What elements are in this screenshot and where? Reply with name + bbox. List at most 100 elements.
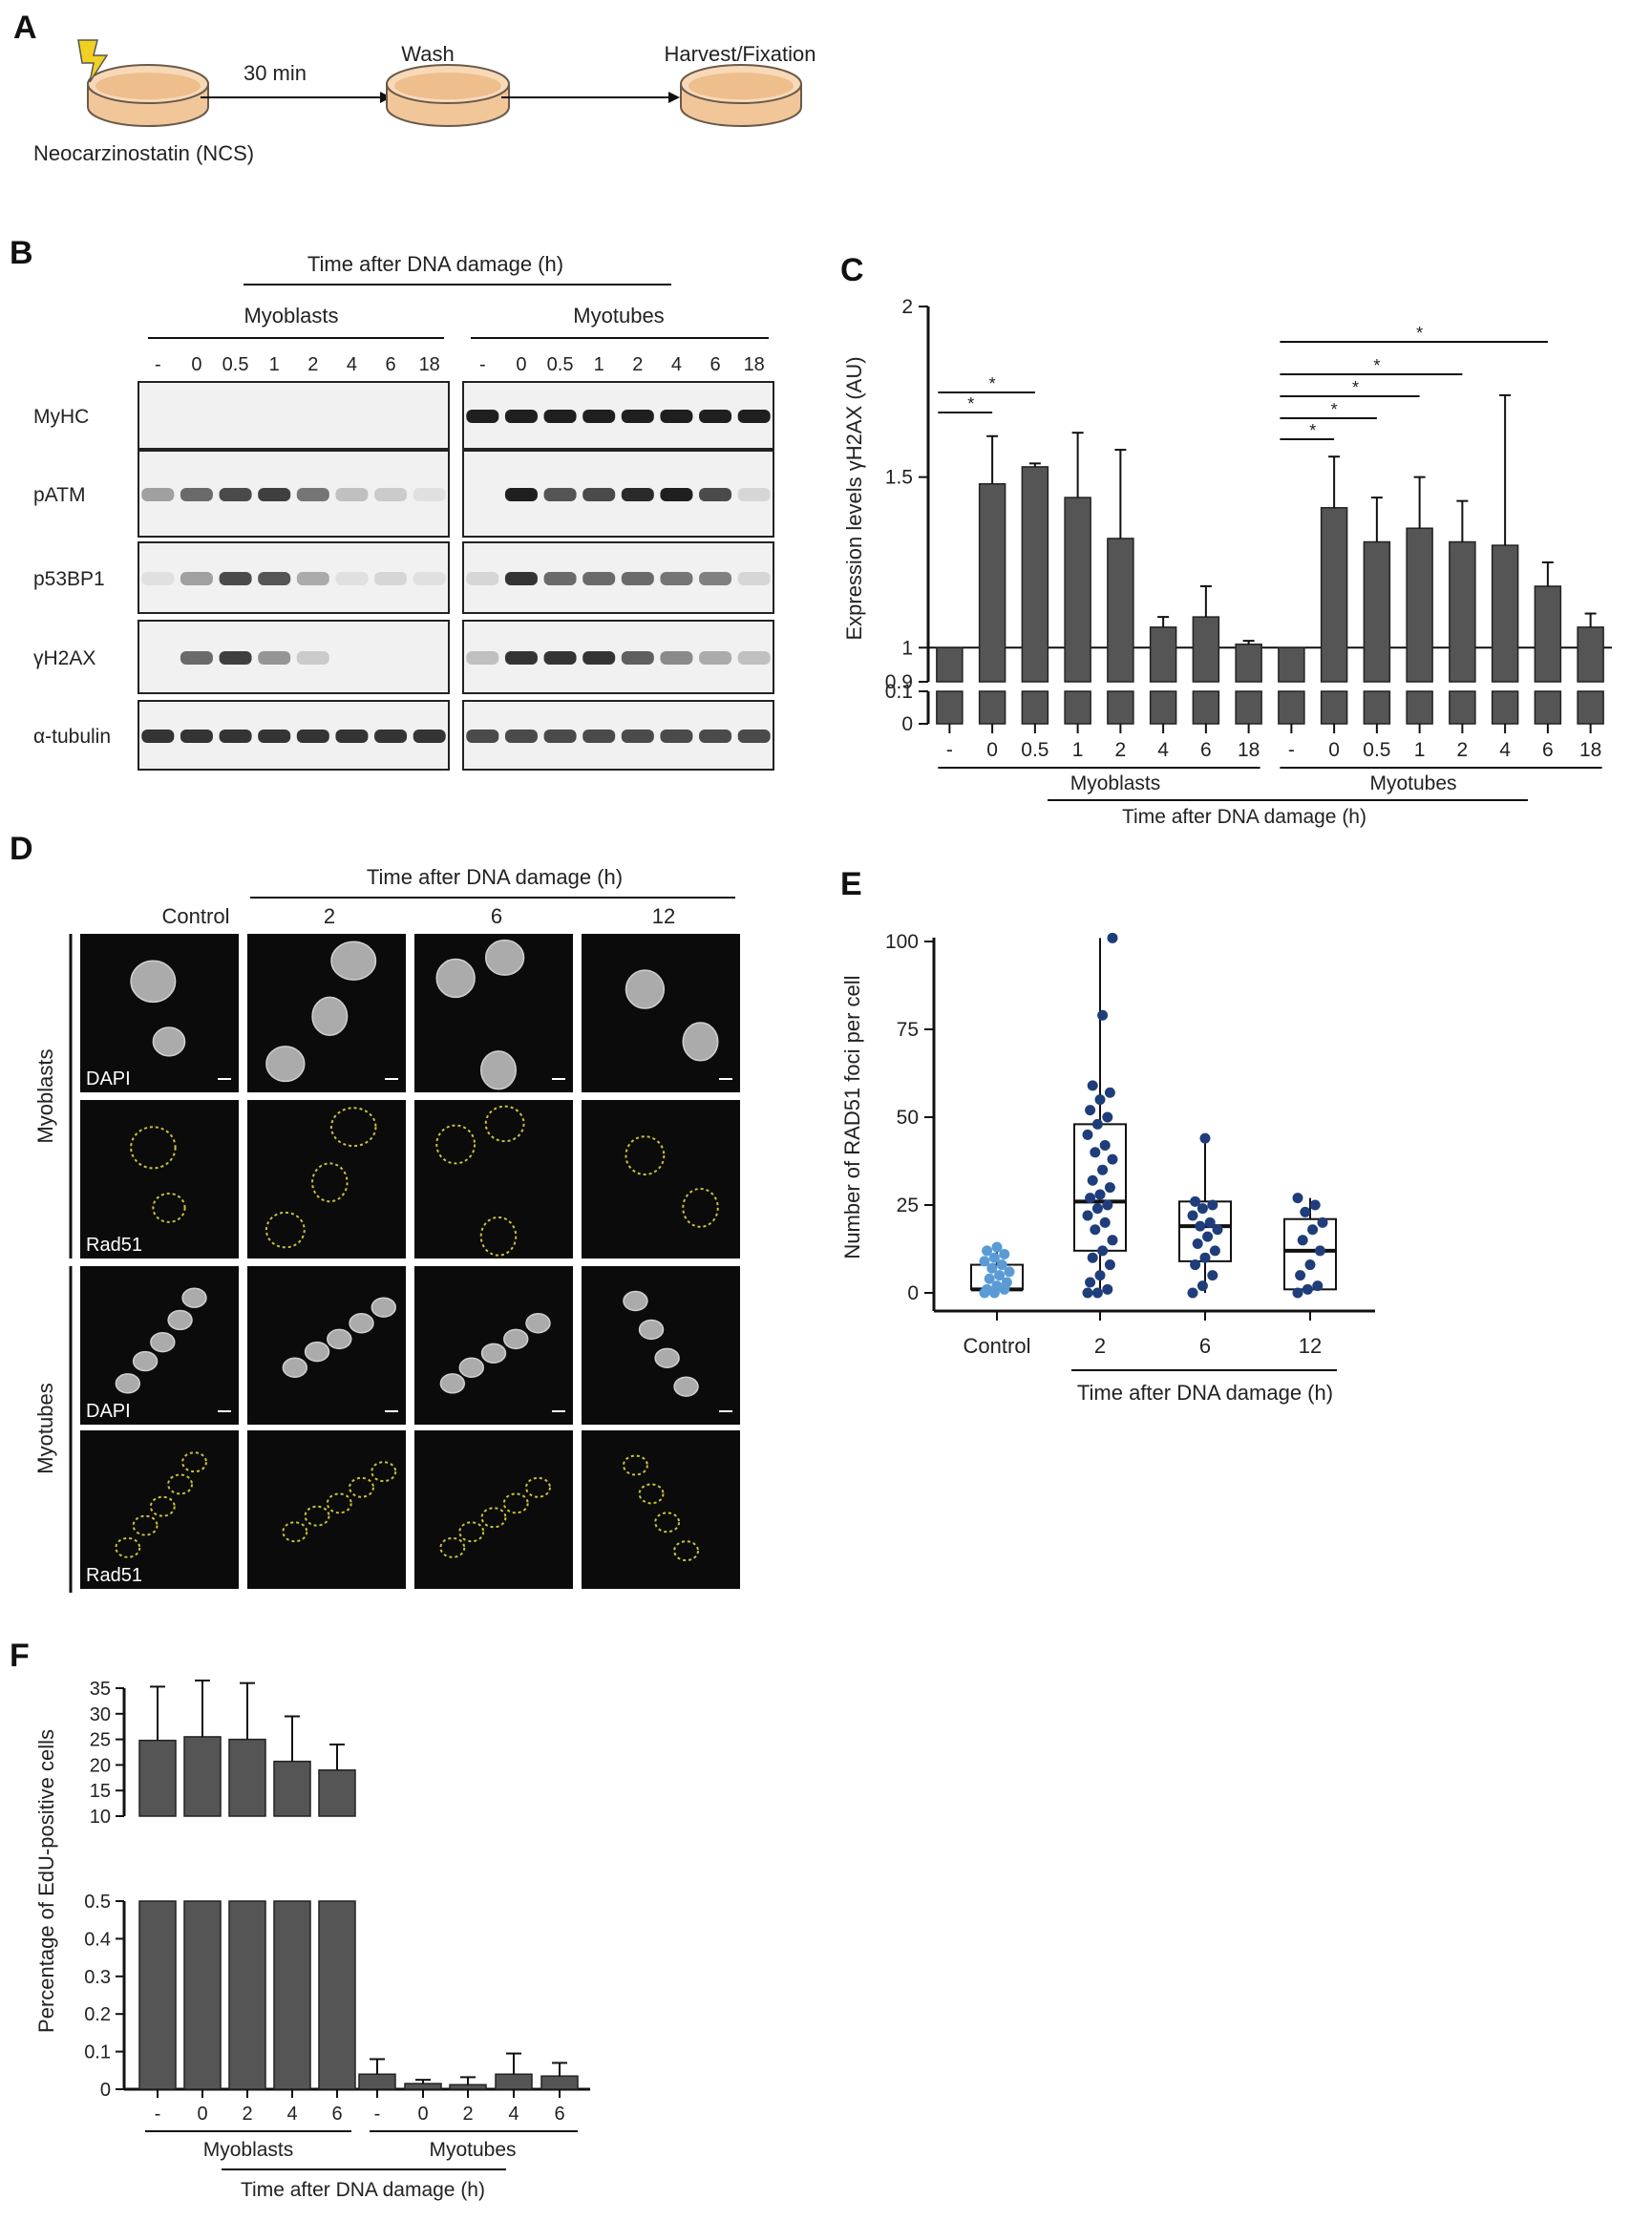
blot-band-myotubes — [737, 572, 771, 585]
blot-band-myoblasts — [141, 730, 175, 743]
chart-c-significance-star: * — [1352, 378, 1359, 397]
panel-a-letter: A — [13, 10, 37, 46]
chart-f-xtick-label: 6 — [331, 2104, 342, 2125]
chart-c-xtick-label: 0.5 — [1021, 739, 1048, 761]
blot-band-myoblasts — [219, 572, 252, 585]
chart-e-point — [1309, 1199, 1321, 1211]
chart-c-bar-lower — [1278, 690, 1305, 725]
chart-c-significance-star: * — [989, 374, 996, 393]
chart-c-significance-star: * — [967, 394, 974, 413]
blot-band-myotubes — [466, 651, 499, 665]
chart-f-xtick-label: - — [155, 2104, 161, 2125]
chart-e-point — [1297, 1235, 1308, 1246]
chart-c-xtick-label: 6 — [1542, 739, 1554, 761]
chart-c-xtick-label: 1 — [1414, 739, 1426, 761]
chart-e-point — [1192, 1237, 1203, 1249]
chart-e-point — [982, 1283, 993, 1295]
nucleus-dapi — [480, 1343, 507, 1364]
blot-band-myoblasts — [413, 488, 446, 501]
chart-f-bar-upper — [273, 1760, 311, 1817]
chart-c-ytick-label: 1.5 — [885, 467, 913, 489]
nucleus-dapi — [304, 1341, 330, 1363]
blot-band-myotubes — [582, 730, 616, 743]
chart-f-ytick-label: 15 — [90, 1781, 111, 1802]
chart-e-point — [1295, 1270, 1306, 1281]
blot-band-myoblasts — [258, 730, 291, 743]
blot-lane-label: 0.5 — [222, 354, 249, 375]
blot-band-myotubes — [582, 488, 616, 501]
chart-e-point — [1094, 1094, 1106, 1106]
nucleus-dapi — [525, 1313, 551, 1334]
chart-e-ytick-label: 25 — [897, 1195, 919, 1216]
chart-e-point — [1195, 1220, 1206, 1232]
nucleus-dapi — [435, 958, 476, 999]
chart-c-xtick-label: 2 — [1457, 739, 1469, 761]
chart-c-bar — [1449, 540, 1476, 683]
micrograph-tile — [247, 1430, 406, 1589]
chart-e-point — [1307, 1224, 1319, 1236]
chart-e-point — [1304, 1259, 1316, 1271]
blot-row-label: pATM — [33, 484, 85, 506]
nucleus-outline-rad51 — [625, 1135, 666, 1176]
blot-band-myoblasts — [219, 488, 252, 501]
blot-band-myotubes — [621, 572, 654, 585]
chart-e-point — [1199, 1132, 1211, 1144]
chart-c-xtick-label: 0 — [986, 739, 998, 761]
chart-f-ytick-label: 20 — [90, 1755, 111, 1776]
nucleus-dapi — [282, 1357, 307, 1378]
blot-band-myotubes — [660, 488, 693, 501]
chart-c-ytick-label: 0.1 — [885, 681, 913, 703]
chart-e-point — [1097, 1164, 1109, 1175]
chart-e-point — [1090, 1147, 1101, 1158]
blot-band-myotubes — [660, 410, 693, 423]
chart-e-point — [1091, 1118, 1103, 1130]
blot-band-myotubes — [737, 488, 771, 501]
chart-e-point — [1107, 932, 1118, 943]
chart-e-point — [994, 1270, 1006, 1281]
chart-f-xlabel: Time after DNA damage (h) — [241, 2179, 485, 2201]
nucleus-outline-rad51 — [132, 1514, 159, 1536]
nucleus-dapi — [371, 1297, 396, 1318]
blot-band-myotubes — [504, 730, 538, 743]
micrograph-tile — [414, 1100, 573, 1259]
chart-e-point — [1082, 1129, 1093, 1140]
chart-e-point — [1099, 1139, 1111, 1151]
nucleus-dapi — [265, 1046, 306, 1083]
chart-c-bar-lower — [1064, 690, 1091, 725]
chart-f-xtick-label: 2 — [462, 2104, 473, 2125]
chart-f-xtick-label: 6 — [554, 2104, 564, 2125]
blot-band-myotubes — [737, 730, 771, 743]
chart-f-ytick-label: 35 — [90, 1679, 111, 1700]
blot-band-myoblasts — [180, 730, 213, 743]
blot-band-myotubes — [504, 410, 538, 423]
blot-band-myoblasts — [258, 572, 291, 585]
dish-1 — [87, 64, 209, 127]
nucleus-outline-rad51 — [480, 1507, 507, 1529]
stain-label-dapi: DAPI — [86, 1401, 131, 1422]
blot-band-myoblasts — [296, 572, 329, 585]
chart-e-point — [1107, 1153, 1118, 1165]
chart-e-ytick-label: 0 — [907, 1282, 919, 1304]
blot-band-myotubes — [699, 730, 732, 743]
nucleus-outline-rad51 — [638, 1483, 665, 1505]
panel-c: C Expression levels γH2AX (AU) 21.510.90… — [840, 252, 1612, 828]
chart-e-point — [982, 1245, 993, 1257]
chart-c-ytick-label: 0.9 — [885, 671, 913, 693]
chart-e-point — [1094, 1189, 1106, 1200]
chart-f-ytick-label: 0.1 — [84, 2042, 111, 2063]
chart-f-ytick-label: 10 — [90, 1807, 111, 1828]
chart-f-ytick-label: 0.2 — [84, 2004, 111, 2025]
nucleus-dapi — [130, 960, 177, 1004]
chart-f-bar-upper — [228, 1738, 266, 1817]
blot-lane-label: 0 — [516, 354, 526, 375]
chart-c-bar-lower — [1577, 690, 1604, 725]
chart-c-bar-lower — [1149, 690, 1177, 725]
dish-2 — [386, 64, 510, 127]
chart-f-ytick-label: 0 — [100, 2080, 111, 2101]
blot-band-myotubes — [504, 651, 538, 665]
chart-e-point — [1197, 1280, 1208, 1292]
chart-c-bar-lower — [1534, 690, 1562, 725]
chart-c-significance-star: * — [1331, 400, 1338, 419]
chart-f: 35 30 25 20 15 10 0.5 0.4 0.3 0.2 0.1 0 - 0 2 4 6 - 0 2 4 6 My… — [84, 1679, 590, 2201]
micrograph-tile — [582, 1430, 740, 1589]
